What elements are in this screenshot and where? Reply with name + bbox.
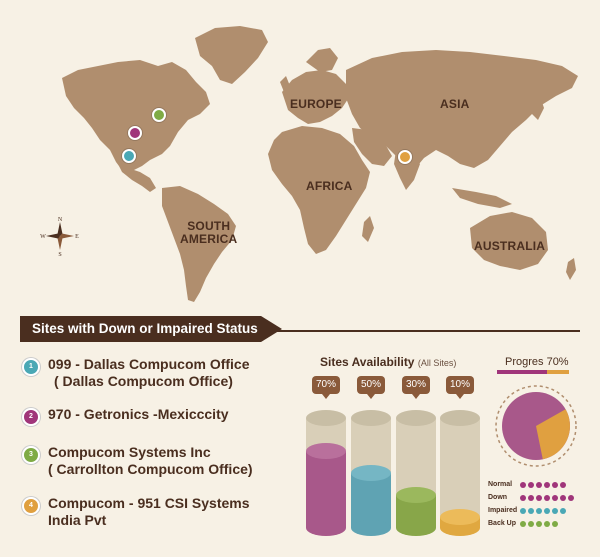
availability-badge: 30% — [402, 376, 430, 399]
progress-pie-chart — [495, 385, 577, 467]
map-pin-carrollton[interactable] — [152, 108, 166, 122]
tube-bottom — [306, 520, 346, 536]
section-divider — [270, 330, 580, 332]
legend-down: Down — [488, 494, 574, 502]
legend-dots — [520, 482, 566, 488]
world-map — [62, 26, 578, 302]
tube-bottom — [396, 520, 436, 536]
availability-title: Sites Availability (All Sites) — [320, 355, 456, 369]
map-pin-india[interactable] — [398, 150, 412, 164]
progress-bar — [497, 370, 569, 374]
compass-n: N — [58, 217, 63, 223]
site-subname: ( Carrollton Compucom Office) — [48, 461, 253, 477]
compass-s: S — [58, 252, 61, 256]
tube-fill-top — [440, 509, 480, 525]
availability-badge: 70% — [312, 376, 340, 399]
progress-bar-fill — [497, 370, 548, 374]
site-number-badge: 4 — [22, 497, 40, 515]
tube-top — [351, 410, 391, 426]
legend-dots — [520, 495, 574, 501]
pie-slice-remaining — [536, 409, 570, 460]
tube-fill — [351, 473, 391, 528]
legend-impaired: Impaired — [488, 507, 566, 515]
legend-dots — [520, 521, 558, 527]
availability-title-text: Sites Availability — [320, 355, 415, 369]
tube-top — [306, 410, 346, 426]
pie-outline — [495, 385, 577, 467]
tube-top — [396, 410, 436, 426]
site-number-badge: 2 — [22, 408, 40, 426]
legend-dots — [520, 508, 566, 514]
label-europe: EUROPE — [290, 97, 342, 111]
map-pin-dallas[interactable] — [122, 149, 136, 163]
legend-label: Impaired — [488, 507, 518, 514]
site-name: Compucom Systems Inc — [48, 444, 211, 460]
site-item-4[interactable]: 4 Compucom - 951 CSI Systems India Pvt — [20, 495, 290, 531]
site-text: Compucom - 951 CSI Systems India Pvt — [48, 495, 250, 529]
section-title: Sites with Down or Impaired Status — [20, 316, 282, 342]
availability-tube — [396, 410, 436, 536]
availability-badge: 50% — [357, 376, 385, 399]
site-name: Compucom - 951 CSI Systems — [48, 495, 250, 511]
site-item-1[interactable]: 1 099 - Dallas Compucom Office ( Dallas … — [20, 356, 290, 392]
site-text: 099 - Dallas Compucom Office ( Dallas Co… — [48, 356, 250, 390]
availability-subtitle: (All Sites) — [417, 358, 457, 368]
compass-w: W — [40, 234, 46, 240]
label-asia: ASIA — [440, 97, 470, 111]
site-number-badge: 3 — [22, 446, 40, 464]
tube-background — [440, 418, 480, 520]
site-name: 970 - Getronics -Mexicccity — [48, 406, 229, 422]
availability-tube — [351, 410, 391, 536]
site-text: Compucom Systems Inc ( Carrollton Compuc… — [48, 444, 253, 478]
site-item-2[interactable]: 2 970 - Getronics -Mexicccity — [20, 406, 290, 426]
tube-bottom — [351, 520, 391, 536]
site-subname: ( Dallas Compucom Office) — [54, 373, 233, 389]
tube-fill-top — [351, 465, 391, 481]
site-text: 970 - Getronics -Mexicccity — [48, 406, 229, 423]
continents — [62, 26, 578, 302]
tube-top — [440, 410, 480, 426]
tube-fill-top — [306, 443, 346, 459]
legend-label: Down — [488, 494, 508, 501]
legend-label: Normal — [488, 481, 513, 488]
site-number-badge: 1 — [22, 358, 40, 376]
tube-fill — [306, 451, 346, 528]
site-name: 099 - Dallas Compucom Office — [48, 356, 250, 372]
legend-backup: Back Up — [488, 520, 558, 528]
map-pin-mexico[interactable] — [128, 126, 142, 140]
progress-label: Progres 70% — [505, 356, 569, 368]
label-australia: AUSTRALIA — [474, 239, 546, 253]
site-subname: India Pvt — [48, 512, 107, 528]
availability-tube — [306, 410, 346, 536]
legend-label: Back Up — [488, 520, 517, 527]
compass-rose-icon: N S E W — [40, 217, 79, 256]
site-item-3[interactable]: 3 Compucom Systems Inc ( Carrollton Comp… — [20, 444, 290, 480]
compass-e: E — [75, 234, 79, 240]
tube-fill-top — [396, 487, 436, 503]
legend-normal: Normal — [488, 481, 566, 489]
label-africa: AFRICA — [306, 179, 353, 193]
label-south-america: SOUTH AMERICA — [180, 219, 238, 246]
availability-badge: 10% — [446, 376, 474, 399]
availability-tube — [440, 410, 480, 536]
